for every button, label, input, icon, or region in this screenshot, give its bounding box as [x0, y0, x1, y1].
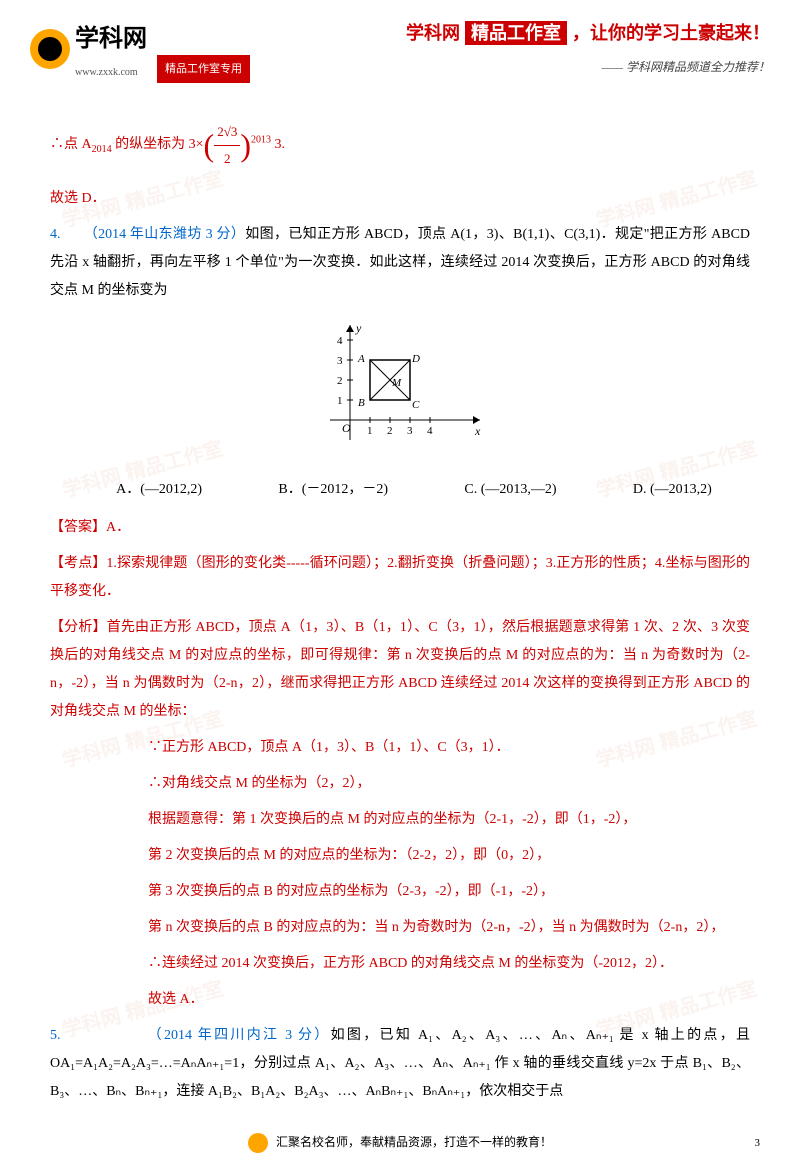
- text: ∴点 A: [50, 137, 92, 152]
- q4-step5: 第 3 次变换后的点 B 的对应点的坐标为（2-3，-2），即（-1，-2），: [50, 878, 750, 906]
- page-header: 学科网 www.zxxk.com 精品工作室专用 学科网 精品工作室 ，让你的学…: [0, 0, 800, 93]
- logo-badge: 精品工作室专用: [157, 55, 250, 83]
- logo-url: www.zxxk.com: [75, 63, 147, 83]
- q4-num: 4.: [50, 227, 61, 242]
- banner-prefix: 学科网: [406, 23, 460, 43]
- svg-text:3: 3: [407, 425, 413, 437]
- q5-num: 5.: [50, 1028, 61, 1043]
- svg-text:1: 1: [337, 395, 343, 407]
- svg-text:D: D: [411, 353, 420, 365]
- svg-text:1: 1: [367, 425, 373, 437]
- q4-fenxi: 【分析】首先由正方形 ABCD，顶点 A（1，3）、B（1，1）、C（3，1），…: [50, 614, 750, 726]
- exponent: 2013: [251, 135, 271, 146]
- svg-text:3: 3: [337, 355, 343, 367]
- q4-option-c: C. (—2013,—2): [464, 476, 556, 504]
- q4-answer: 【答案】A．: [50, 514, 750, 542]
- logo-block: 学科网 www.zxxk.com 精品工作室专用: [30, 15, 250, 83]
- svg-text:2: 2: [387, 425, 393, 437]
- svg-text:x: x: [474, 424, 481, 438]
- q4-option-a: A．(—2012,2): [116, 476, 202, 504]
- svg-text:4: 4: [427, 425, 433, 437]
- q4-step8: 故选 A．: [50, 986, 750, 1014]
- banner-box: 精品工作室: [465, 21, 567, 45]
- svg-text:A: A: [357, 353, 365, 365]
- q4-step6: 第 n 次变换后的点 B 的对应点的为：当 n 为奇数时为（2-n，-2），当 …: [50, 914, 750, 942]
- figure-coordinate: O x y 1 2 3 4 1 2 3 4 A B C D M: [50, 320, 750, 461]
- subscript: 2014: [92, 144, 112, 155]
- coordinate-svg: O x y 1 2 3 4 1 2 3 4 A B C D M: [310, 320, 490, 450]
- q4-step4: 第 2 次变换后的点 M 的对应点的坐标为：（2-2，2），即（0，2），: [50, 842, 750, 870]
- page-number: 3: [755, 1132, 761, 1154]
- answer-guxuan: 故选 D．: [50, 185, 750, 213]
- svg-text:O: O: [342, 421, 351, 435]
- logo-icon: [30, 29, 70, 69]
- svg-text:y: y: [355, 321, 362, 335]
- answer-value: A．: [106, 520, 130, 535]
- svg-text:B: B: [358, 397, 365, 409]
- q4-options: A．(—2012,2) B．(－2012，－2) C. (—2013,—2) D…: [50, 476, 750, 504]
- fraction-denominator: 2: [214, 146, 240, 172]
- footer-icon: [248, 1133, 268, 1153]
- text: 3.: [271, 137, 285, 152]
- q5-source: （2014 年四川内江 3 分）: [148, 1028, 331, 1043]
- footer: 汇聚名校名师，奉献精品资源，打造不一样的教育！: [0, 1130, 800, 1154]
- header-sub: —— 学科网精品频道全力推荐！: [406, 55, 770, 79]
- q4-step1: ∵正方形 ABCD，顶点 A（1，3）、B（1，1）、C（3，1）．: [50, 734, 750, 762]
- formula-line: ∴点 A2014 的纵坐标为 3×(2√32)2013 3.: [50, 113, 750, 177]
- question-5: 5. （2014 年四川内江 3 分）如图，已知 A₁、A₂、A₃、…、Aₙ、A…: [50, 1022, 750, 1106]
- kaodian-label: 【考点】: [50, 556, 106, 571]
- text: 的纵坐标为 3×: [112, 137, 204, 152]
- header-banner: 学科网 精品工作室 ，让你的学习土豪起来！: [406, 15, 770, 51]
- question-4: 4. （2014 年山东潍坊 3 分）如图，已知正方形 ABCD，顶点 A(1，…: [50, 221, 750, 305]
- svg-text:C: C: [412, 399, 420, 411]
- fraction-numerator: 2√3: [214, 119, 240, 146]
- q4-source: （2014 年山东潍坊 3 分）: [84, 227, 246, 242]
- logo-title: 学科网: [75, 15, 147, 63]
- svg-text:M: M: [391, 377, 402, 389]
- q4-step3: 根据题意得：第 1 次变换后的点 M 的对应点的坐标为（2-1，-2），即（1，…: [50, 806, 750, 834]
- q4-step7: ∴连续经过 2014 次变换后，正方形 ABCD 的对角线交点 M 的坐标变为（…: [50, 950, 750, 978]
- svg-text:4: 4: [337, 335, 343, 347]
- q4-step2: ∴对角线交点 M 的坐标为（2，2），: [50, 770, 750, 798]
- q4-kaodian: 【考点】1.探索规律题（图形的变化类-----循环问题）；2.翻折变换（折叠问题…: [50, 550, 750, 606]
- banner-suffix: ，让你的学习土豪起来！: [572, 23, 770, 43]
- kaodian-text: 1.探索规律题（图形的变化类-----循环问题）；2.翻折变换（折叠问题）；3.…: [50, 556, 750, 599]
- fenxi-text: 首先由正方形 ABCD，顶点 A（1，3）、B（1，1）、C（3，1），然后根据…: [50, 620, 750, 719]
- q4-option-d: D. (—2013,2): [633, 476, 712, 504]
- footer-text: 汇聚名校名师，奉献精品资源，打造不一样的教育！: [276, 1135, 552, 1149]
- q4-option-b: B．(－2012，－2): [278, 476, 388, 504]
- content: ∴点 A2014 的纵坐标为 3×(2√32)2013 3. 故选 D． 4. …: [0, 93, 800, 1174]
- fenxi-label: 【分析】: [50, 620, 107, 635]
- svg-text:2: 2: [337, 375, 343, 387]
- answer-label: 【答案】: [50, 520, 106, 535]
